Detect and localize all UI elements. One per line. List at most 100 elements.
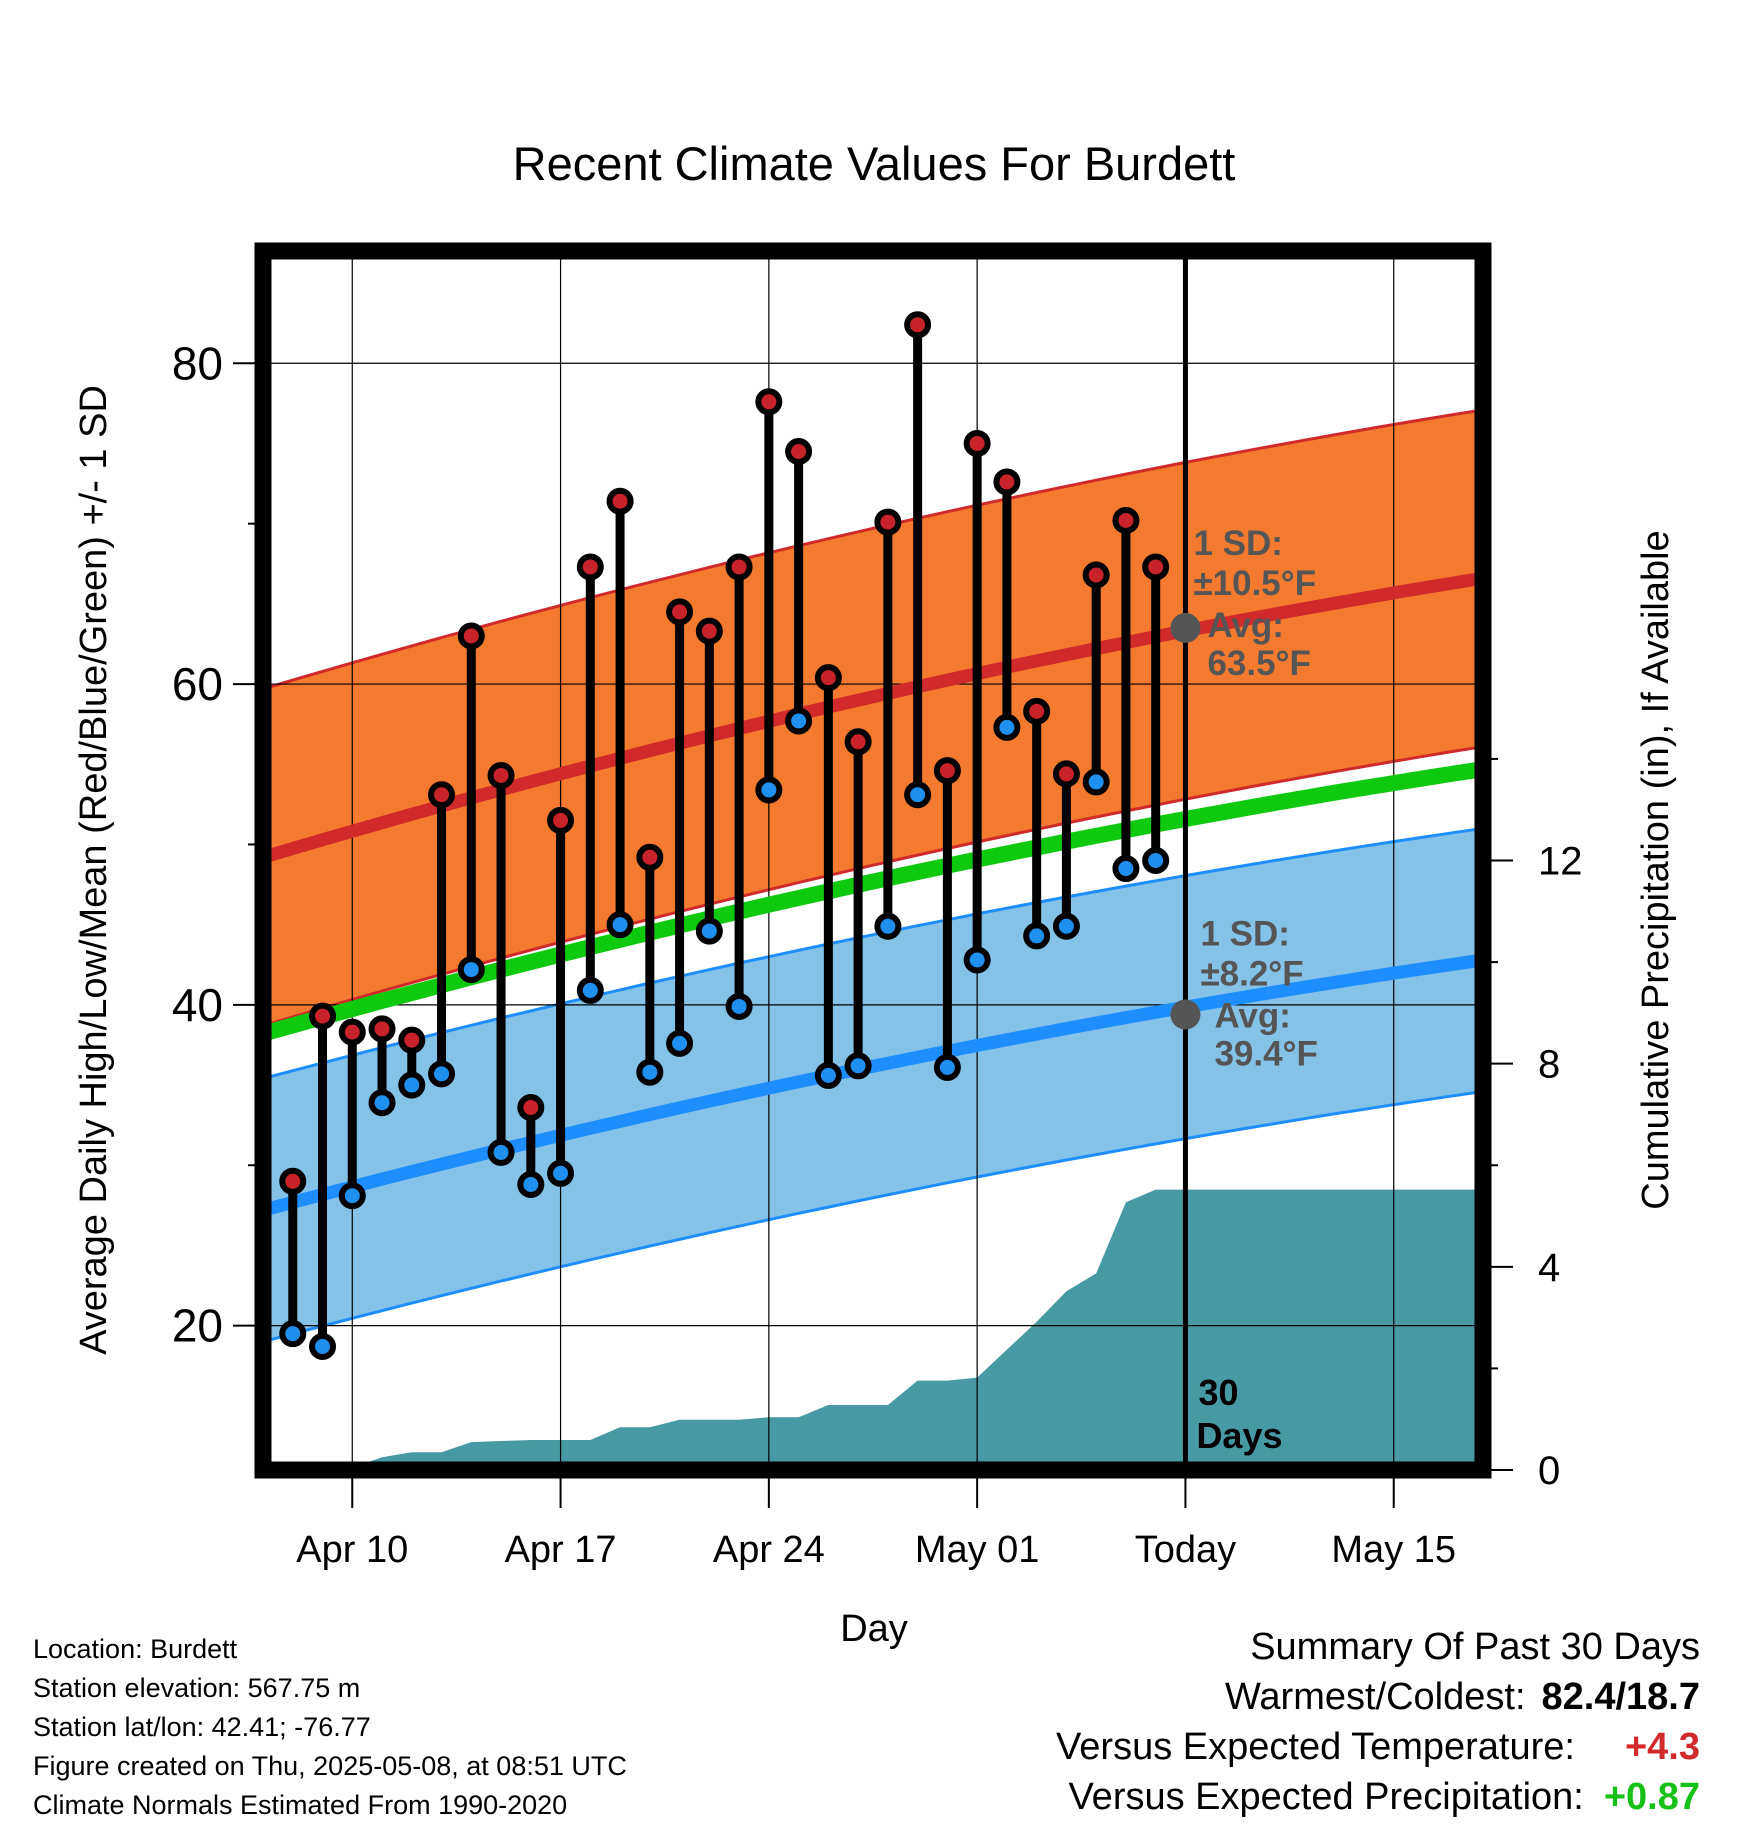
daily-low-point (844, 1052, 872, 1080)
high-sd-label-line-4: 63.5°F (1207, 644, 1311, 683)
daily-high-point (368, 1015, 396, 1043)
station-info: Location: Burdett Station elevation: 567… (33, 1630, 627, 1825)
today-low-marker (1170, 999, 1201, 1030)
axes: Apr 10 Apr 17 Apr 24 May 01 Today May 1520406… (172, 242, 1583, 1571)
daily-low-point (487, 1138, 515, 1166)
high-sd-label-line-2: ±10.5°F (1193, 564, 1316, 603)
high-sd-label-line-3: Avg: (1207, 606, 1283, 645)
daily-low-point (338, 1182, 366, 1210)
y-tick-label: 80 (172, 337, 223, 389)
daily-low-point (755, 776, 783, 804)
location-text: Location: Burdett (33, 1634, 238, 1664)
precip-area (322, 1189, 1483, 1470)
daily-high-point (576, 553, 604, 581)
y-axis-label: Average Daily High/Low/Mean (Red/Blue/Gr… (73, 385, 115, 1355)
daily-high-point (785, 437, 813, 465)
daily-high-point (814, 664, 842, 692)
daily-high-point (963, 429, 991, 457)
low-sd-band-upper-edge (263, 826, 1483, 1081)
created-text: Figure created on Thu, 2025-05-08, at 08… (33, 1751, 627, 1781)
daily-low-point (874, 912, 902, 940)
today-high-marker (1170, 612, 1201, 643)
daily-high-point (517, 1094, 545, 1122)
daily-low-point (993, 713, 1021, 741)
high-sd-label-line-1: 1 SD: (1193, 524, 1282, 563)
x-tick-label: May 01 (915, 1529, 1040, 1571)
normal-low-line (263, 953, 1483, 1217)
normals-text: Climate Normals Estimated From 1990-2020 (33, 1790, 568, 1820)
x-tick-label: Apr 10 (296, 1529, 408, 1571)
low-sd-band-lower-edge (263, 1090, 1483, 1344)
x-tick-label: Apr 24 (713, 1529, 825, 1571)
daily-high-point (755, 388, 783, 416)
daily-high-point (1023, 697, 1051, 725)
low-sd-label-line-2: ±8.2°F (1200, 954, 1303, 993)
daily-low-point (1082, 768, 1110, 796)
daily-low-point (725, 992, 753, 1020)
daily-high-point (338, 1018, 366, 1046)
daily-low-point (1052, 912, 1080, 940)
daily-low-point (457, 956, 485, 984)
daily-low-point (576, 976, 604, 1004)
daily-low-point (517, 1170, 545, 1198)
daily-low-point (636, 1058, 664, 1086)
y-tick-label: 40 (172, 979, 223, 1031)
low-sd-label-line-3: Avg: (1214, 996, 1290, 1035)
daily-low-point (785, 707, 813, 735)
days-label-text: Days (1196, 1415, 1282, 1456)
daily-high-point (428, 781, 456, 809)
daily-low-point (814, 1061, 842, 1089)
precip-value: +0.87 (1603, 1776, 1700, 1818)
daily-high-point (1052, 760, 1080, 788)
daily-low-point (666, 1029, 694, 1057)
daily-low-point (695, 917, 723, 945)
y2-tick-label: 4 (1538, 1246, 1560, 1290)
daily-low-point (279, 1320, 307, 1348)
x-axis-label: Day (840, 1608, 908, 1650)
daily-high-point (695, 617, 723, 645)
daily-high-point (398, 1026, 426, 1054)
summary-panel: Summary Of Past 30 Days Warmest/Coldest:… (1056, 1622, 1700, 1822)
daily-high-point (1112, 506, 1140, 534)
chart-title: Recent Climate Values For Burdett (513, 137, 1236, 190)
daily-high-point (457, 622, 485, 650)
low-sd-band (263, 828, 1483, 1342)
y2-axis-label: Cumulative Precipitation (in), If Availa… (1635, 530, 1677, 1209)
y2-tick-label: 8 (1538, 1043, 1560, 1087)
daily-high-point (636, 843, 664, 871)
daily-low-point (904, 781, 932, 809)
daily-low-point (398, 1071, 426, 1099)
warmest-value: 82.4/18.7 (1541, 1676, 1700, 1718)
precip-label: Versus Expected Precipitation: (1068, 1776, 1584, 1818)
daily-high-point (993, 468, 1021, 496)
y-tick-label: 60 (172, 658, 223, 710)
daily-low-point (309, 1332, 337, 1360)
daily-low-point (963, 946, 991, 974)
y2-tick-label: 12 (1538, 840, 1583, 884)
warmest-label: Warmest/Coldest: (1224, 1676, 1526, 1718)
daily-low-point (933, 1053, 961, 1081)
daily-low-point (606, 911, 634, 939)
y-tick-label: 20 (172, 1300, 223, 1352)
daily-low-point (547, 1159, 575, 1187)
temp-label: Versus Expected Temperature: (1056, 1726, 1575, 1768)
daily-high-point (933, 757, 961, 785)
daily-high-point (309, 1002, 337, 1030)
x-tick-label: May 15 (1331, 1529, 1456, 1571)
elevation-text: Station elevation: 567.75 m (33, 1673, 361, 1703)
high-sd-band (263, 409, 1483, 1026)
temp-value: +4.3 (1624, 1726, 1700, 1768)
days-label-number: 30 (1198, 1372, 1238, 1413)
low-sd-label-line-4: 39.4°F (1214, 1034, 1318, 1073)
summary-precip-row: Versus Expected Precipitation: +0.87 (1056, 1772, 1700, 1822)
daily-high-point (844, 728, 872, 756)
daily-high-point (1082, 561, 1110, 589)
daily-high-point (487, 761, 515, 789)
latlon-text: Station lat/lon: 42.41; -76.77 (33, 1712, 371, 1742)
daily-high-point (547, 806, 575, 834)
daily-high-point (606, 487, 634, 515)
daily-high-point (874, 508, 902, 536)
x-tick-label: Today (1135, 1529, 1236, 1571)
daily-low-point (1023, 922, 1051, 950)
